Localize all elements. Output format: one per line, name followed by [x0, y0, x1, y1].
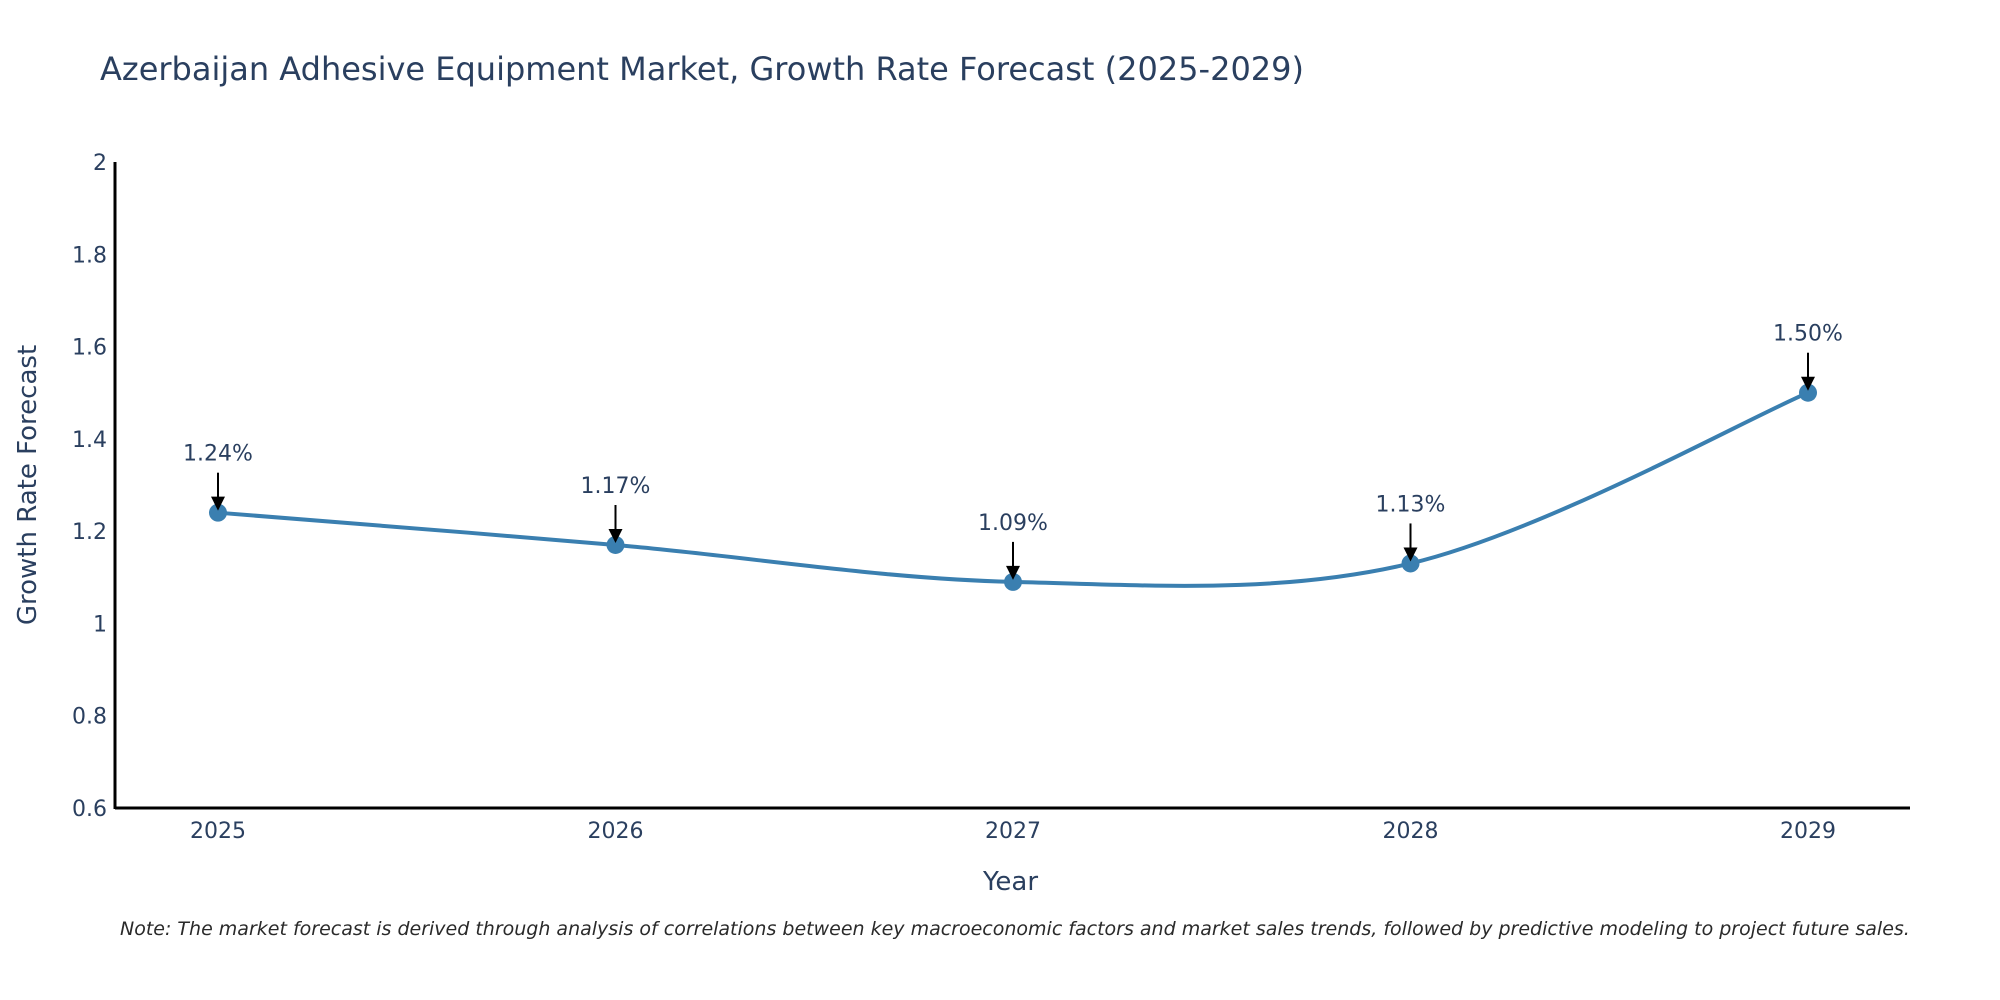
data-point	[1401, 554, 1420, 573]
data-label: 1.13%	[1376, 492, 1446, 517]
x-axis-ticks: 2025 2026 2027 2028 2029	[190, 819, 1836, 844]
data-point	[1004, 572, 1022, 591]
data-label: 1.09%	[978, 511, 1048, 536]
annotation-arrowhead	[1801, 376, 1815, 391]
data-markers	[209, 383, 1817, 591]
x-tick-label: 2029	[1780, 819, 1836, 844]
data-label: 1.24%	[183, 442, 253, 467]
data-point	[606, 535, 625, 554]
y-tick-label: 1.6	[72, 336, 107, 361]
x-tick-label: 2027	[985, 819, 1041, 844]
annotation-arrowhead	[1006, 565, 1020, 580]
y-axis-title: Growth Rate Forecast	[13, 345, 43, 625]
y-axis-ticks: 0.6 0.8 1 1.2 1.4 1.6 1.8 2	[72, 151, 107, 822]
y-tick-label: 1	[93, 612, 107, 637]
annotation-arrowhead	[1403, 547, 1418, 562]
chart-title: Azerbaijan Adhesive Equipment Market, Gr…	[100, 50, 1304, 88]
annotation-arrowhead	[608, 528, 623, 543]
y-tick-label: 0.8	[72, 705, 107, 730]
x-tick-label: 2025	[190, 819, 246, 844]
y-tick-label: 1.4	[72, 428, 107, 453]
footnote: Note: The market forecast is derived thr…	[120, 918, 1910, 940]
data-annotations: 1.24% 1.17% 1.09% 1.13% 1.50%	[183, 322, 1843, 580]
y-tick-label: 2	[93, 151, 107, 176]
x-tick-label: 2026	[588, 819, 644, 844]
data-label: 1.50%	[1773, 322, 1843, 347]
x-tick-label: 2028	[1383, 819, 1439, 844]
data-point	[209, 503, 227, 522]
y-tick-label: 1.2	[72, 520, 107, 545]
data-point	[1799, 383, 1817, 402]
annotation-arrowhead	[211, 496, 225, 511]
data-label: 1.17%	[581, 474, 651, 499]
y-tick-label: 1.8	[72, 243, 107, 268]
y-tick-label: 0.6	[72, 797, 107, 822]
x-axis-title: Year	[982, 867, 1038, 897]
